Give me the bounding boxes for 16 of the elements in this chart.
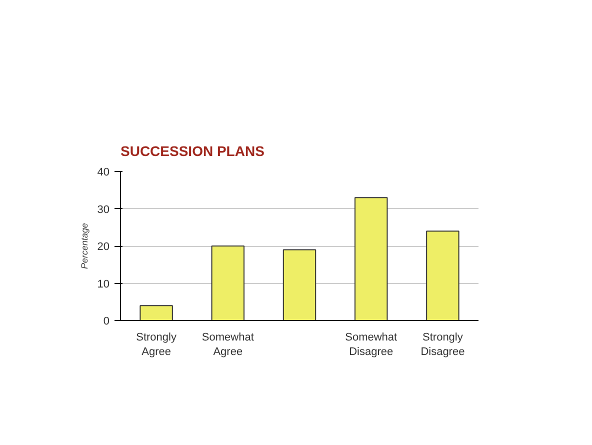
bar [354, 197, 388, 320]
chart-title: SUCCESSION PLANS [120, 143, 264, 159]
x-tick-label: Strongly Disagree [420, 332, 465, 358]
y-tick-label: 10 [97, 278, 110, 290]
y-tick-label: 0 [103, 316, 110, 328]
y-tick-label: 30 [97, 204, 110, 216]
x-tick-label: Somewhat Disagree [345, 332, 398, 358]
y-tick-label: 40 [97, 166, 110, 178]
bar [282, 249, 316, 320]
x-tick-label: Strongly Agree [136, 332, 177, 358]
x-tick-label: Somewhat Agree [202, 332, 254, 358]
y-tick-label: 20 [97, 241, 110, 253]
bar [426, 230, 460, 320]
y-axis-title: Percentage [79, 222, 90, 270]
bar [140, 305, 173, 320]
bar [211, 246, 245, 320]
